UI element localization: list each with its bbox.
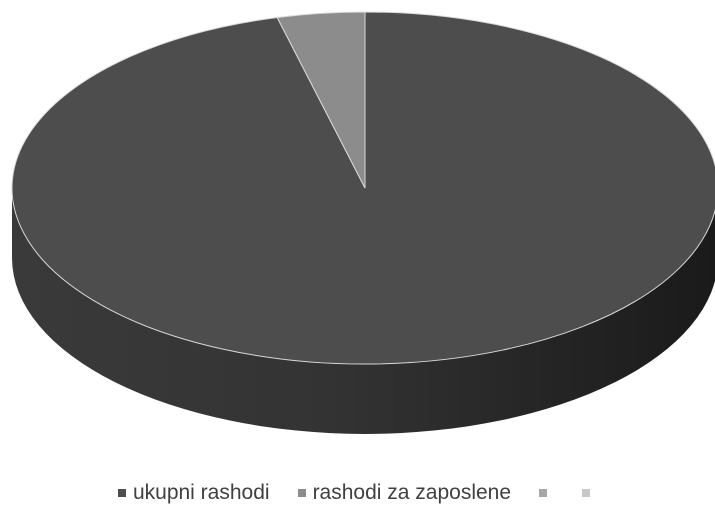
pie-slice-1 xyxy=(276,11,366,189)
legend-swatch xyxy=(582,488,591,497)
pie-side-surface xyxy=(12,188,715,434)
legend-swatch xyxy=(297,488,306,497)
legend-swatch xyxy=(117,488,126,497)
legend-item-1: rashodi za zaposlene xyxy=(297,481,512,504)
pie-slice-0 xyxy=(11,11,715,365)
legend-label: rashodi za zaposlene xyxy=(312,481,512,504)
pie-side-wall xyxy=(12,188,715,434)
pie-chart xyxy=(11,11,715,434)
pie-top-face xyxy=(11,11,715,365)
legend-label: ukupni rashodi xyxy=(132,481,270,504)
legend-item-3 xyxy=(582,488,597,497)
chart-legend: ukupni rashodi rashodi za zaposlene xyxy=(0,482,715,503)
legend-item-2 xyxy=(539,488,554,497)
legend-item-0: ukupni rashodi xyxy=(117,481,270,504)
legend-swatch xyxy=(539,488,548,497)
